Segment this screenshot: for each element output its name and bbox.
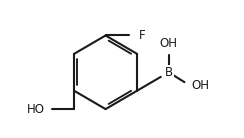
- Text: OH: OH: [160, 37, 178, 50]
- Text: F: F: [138, 29, 145, 42]
- Text: HO: HO: [27, 103, 45, 116]
- Text: B: B: [165, 66, 173, 79]
- Text: OH: OH: [191, 79, 209, 92]
